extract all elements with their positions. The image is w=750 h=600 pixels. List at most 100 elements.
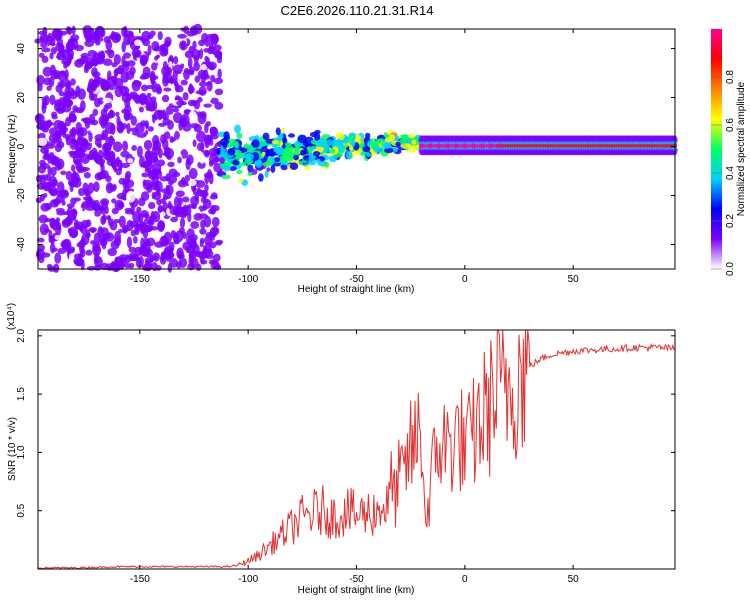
spectrogram-y-tick-label: -40 <box>16 237 27 252</box>
spectrogram-cell <box>208 160 214 167</box>
spectrogram-cell <box>266 157 273 166</box>
spectrogram-cell <box>109 123 116 135</box>
spectrogram-cell <box>125 70 135 80</box>
spectrogram-cell <box>275 127 281 136</box>
spectrogram-cell <box>233 140 239 148</box>
chart-title: C2E6.2026.110.21.31.R14 <box>281 3 434 18</box>
snr-y-tick-label: 2.0 <box>16 328 27 342</box>
spectrogram-cell <box>82 196 93 201</box>
spectrogram-cell <box>55 30 62 41</box>
spectrogram-cell <box>44 121 54 127</box>
spectrogram-cell <box>147 44 152 56</box>
spectrogram-cell <box>213 77 224 85</box>
spectrogram-cell <box>95 76 104 84</box>
spectrogram-cell <box>45 173 52 182</box>
spectrogram-cell <box>316 141 325 148</box>
spectrogram-cell <box>384 147 394 154</box>
spectrogram-cell <box>54 129 63 140</box>
spectrogram-cell <box>34 113 45 124</box>
spectrogram-cell <box>173 55 179 65</box>
spectrogram-cell <box>203 47 211 53</box>
spectrogram-cell <box>97 143 103 149</box>
spectrogram-cell <box>159 44 166 51</box>
spectrogram-cell <box>61 220 71 228</box>
spectrogram-cell <box>62 126 69 132</box>
spectrogram-cell <box>204 184 209 192</box>
spectrogram-cell <box>50 37 56 47</box>
spectrogram-cell <box>67 39 73 49</box>
spectrogram-cell <box>163 87 172 92</box>
snr-y-tick-label: 0.5 <box>16 503 27 517</box>
spectrogram-cell <box>205 120 211 127</box>
spectrogram-cell <box>211 216 220 228</box>
spectrogram-cell <box>137 213 144 224</box>
spectrogram-cell <box>113 77 124 89</box>
spectrogram-cell <box>65 243 71 254</box>
spectrogram-cell <box>128 262 135 269</box>
spectrogram-cell <box>192 185 197 196</box>
spectrogram-cell <box>172 70 178 81</box>
spectrogram-cell <box>239 147 248 153</box>
spectrogram-cell <box>411 139 417 145</box>
spectrogram-cell <box>177 197 183 206</box>
spectrogram-cell <box>181 121 192 132</box>
spectrogram-cell <box>395 141 401 147</box>
spectrogram-cell <box>193 54 199 64</box>
spectrogram-cell <box>192 40 197 51</box>
spectrogram-cell <box>245 152 254 161</box>
spectrogram-cell <box>134 39 142 47</box>
spectrogram-cell <box>88 132 93 143</box>
spectrogram-cell <box>94 134 104 142</box>
spectrogram-cell <box>383 132 389 138</box>
spectrogram-cell <box>60 170 67 176</box>
spectrogram-cell <box>64 79 71 89</box>
spectrogram-cell <box>82 182 89 193</box>
spectrogram-cell <box>71 126 76 136</box>
spectrogram-cell <box>194 75 201 83</box>
spectrogram-cell <box>100 262 109 271</box>
spectrogram-cell <box>85 249 93 256</box>
spectrogram-cell <box>123 52 131 59</box>
spectrogram-cell <box>328 155 338 163</box>
spectrogram-cell <box>174 130 180 140</box>
spectrogram-cell <box>119 122 128 130</box>
spectrogram-cell <box>264 170 269 178</box>
spectrogram-cell <box>280 127 285 134</box>
spectrogram-cell <box>313 132 321 141</box>
spectrogram-cell <box>98 205 105 212</box>
snr-x-tick-label: 50 <box>568 574 580 585</box>
spectrogram-cell <box>65 136 71 146</box>
spectrogram-cell <box>134 223 142 229</box>
spectrogram-cell <box>109 109 114 116</box>
spectrogram-cell <box>238 178 244 183</box>
spectrogram-cell <box>147 169 158 180</box>
spectrogram-cell <box>193 99 201 110</box>
spectrogram-cell <box>445 143 450 149</box>
spectrogram-cell <box>208 42 214 54</box>
spectrogram-cell <box>138 255 144 268</box>
colorbar: 0.0 0.2 0.4 0.6 0.8 Normalized spectral ampl… <box>711 29 747 276</box>
spectrogram-cell <box>298 160 304 166</box>
spectrogram-cell <box>54 252 62 264</box>
spectrogram-cell <box>197 161 206 169</box>
spectrogram-cell <box>68 226 78 238</box>
spectrogram-cell <box>94 210 102 217</box>
spectrogram-cell <box>67 53 74 61</box>
spectrogram-cell <box>131 145 138 152</box>
spectrogram-cell <box>392 147 398 153</box>
spectrogram-cell <box>157 204 163 214</box>
spectrogram-y-tick-label: 40 <box>16 43 27 55</box>
spectrogram-cell <box>251 139 260 148</box>
spectrogram-cell <box>199 240 204 248</box>
spectrogram-cell <box>218 169 224 176</box>
spectrogram-x-tick-label: 0 <box>462 274 468 285</box>
snr-y-ticks: 0.5 1.0 1.5 2.0 <box>16 328 675 518</box>
spectrogram-cell <box>180 149 189 159</box>
spectrogram-cell <box>176 100 185 106</box>
spectrogram-cell <box>170 229 177 239</box>
spectrogram-cell <box>195 180 206 188</box>
spectrogram-cell <box>127 158 134 164</box>
spectrogram-cell <box>197 112 207 125</box>
spectrogram-cell <box>180 79 188 86</box>
spectrogram-cell <box>165 66 173 76</box>
